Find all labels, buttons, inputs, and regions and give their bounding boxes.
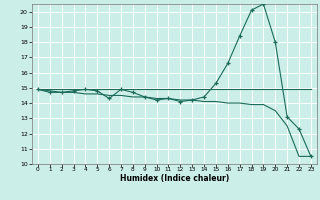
X-axis label: Humidex (Indice chaleur): Humidex (Indice chaleur) <box>120 174 229 183</box>
